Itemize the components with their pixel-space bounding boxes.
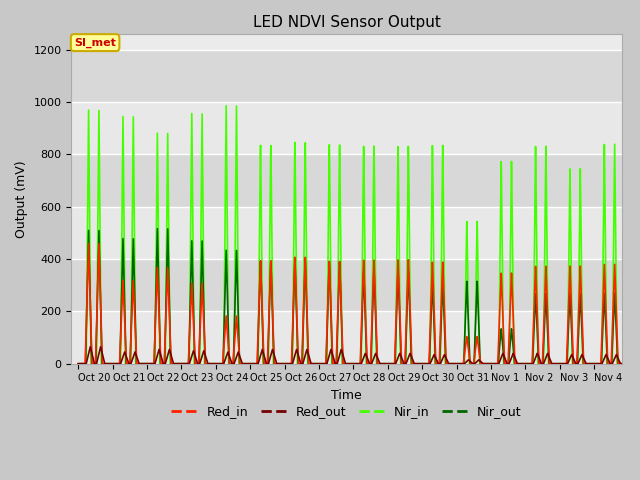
Red_in — [508, 270, 515, 276]
Nir_in — [619, 361, 627, 367]
Red_out — [188, 355, 195, 361]
Red_out — [541, 358, 548, 364]
Nir_in — [424, 361, 432, 367]
Red_in — [74, 361, 82, 367]
Red_in — [424, 361, 432, 367]
Nir_out — [541, 322, 548, 328]
Bar — [72, 49, 621, 102]
Red_out — [424, 361, 432, 367]
Nir_out — [508, 326, 515, 332]
Red_out — [508, 355, 515, 360]
Red_in — [188, 295, 195, 301]
Red_in — [619, 361, 627, 367]
Line: Nir_in: Nir_in — [78, 106, 628, 364]
Bar — [72, 155, 621, 207]
Red_in — [625, 361, 632, 367]
Nir_in — [508, 158, 515, 164]
Nir_out — [472, 297, 480, 303]
Red_out — [74, 361, 82, 367]
Legend: Red_in, Red_out, Nir_in, Nir_out: Red_in, Red_out, Nir_in, Nir_out — [166, 400, 527, 423]
Nir_in — [625, 361, 632, 367]
Nir_out — [154, 226, 161, 231]
Y-axis label: Output (mV): Output (mV) — [15, 160, 28, 238]
Nir_in — [541, 269, 548, 275]
Nir_out — [74, 361, 82, 367]
Line: Nir_out: Nir_out — [78, 228, 628, 364]
Nir_out — [625, 361, 632, 367]
Nir_out — [619, 361, 627, 367]
Nir_in — [472, 260, 480, 266]
Bar — [72, 312, 621, 364]
Red_in — [472, 339, 480, 345]
Red_out — [625, 361, 632, 367]
Line: Red_out: Red_out — [78, 347, 628, 364]
Red_out — [619, 361, 627, 367]
Nir_in — [187, 194, 195, 200]
Nir_in — [74, 361, 82, 367]
Nir_in — [222, 103, 230, 108]
Red_in — [541, 303, 548, 309]
Red_in — [84, 240, 92, 246]
Title: LED NDVI Sensor Output: LED NDVI Sensor Output — [253, 15, 440, 30]
Bar — [72, 102, 621, 155]
X-axis label: Time: Time — [331, 389, 362, 402]
Text: SI_met: SI_met — [74, 37, 116, 48]
Nir_out — [424, 361, 432, 367]
Line: Red_in: Red_in — [78, 243, 628, 364]
Red_out — [472, 359, 480, 365]
Red_out — [86, 344, 94, 349]
Bar — [72, 207, 621, 259]
Nir_out — [188, 263, 195, 268]
Bar — [72, 259, 621, 312]
